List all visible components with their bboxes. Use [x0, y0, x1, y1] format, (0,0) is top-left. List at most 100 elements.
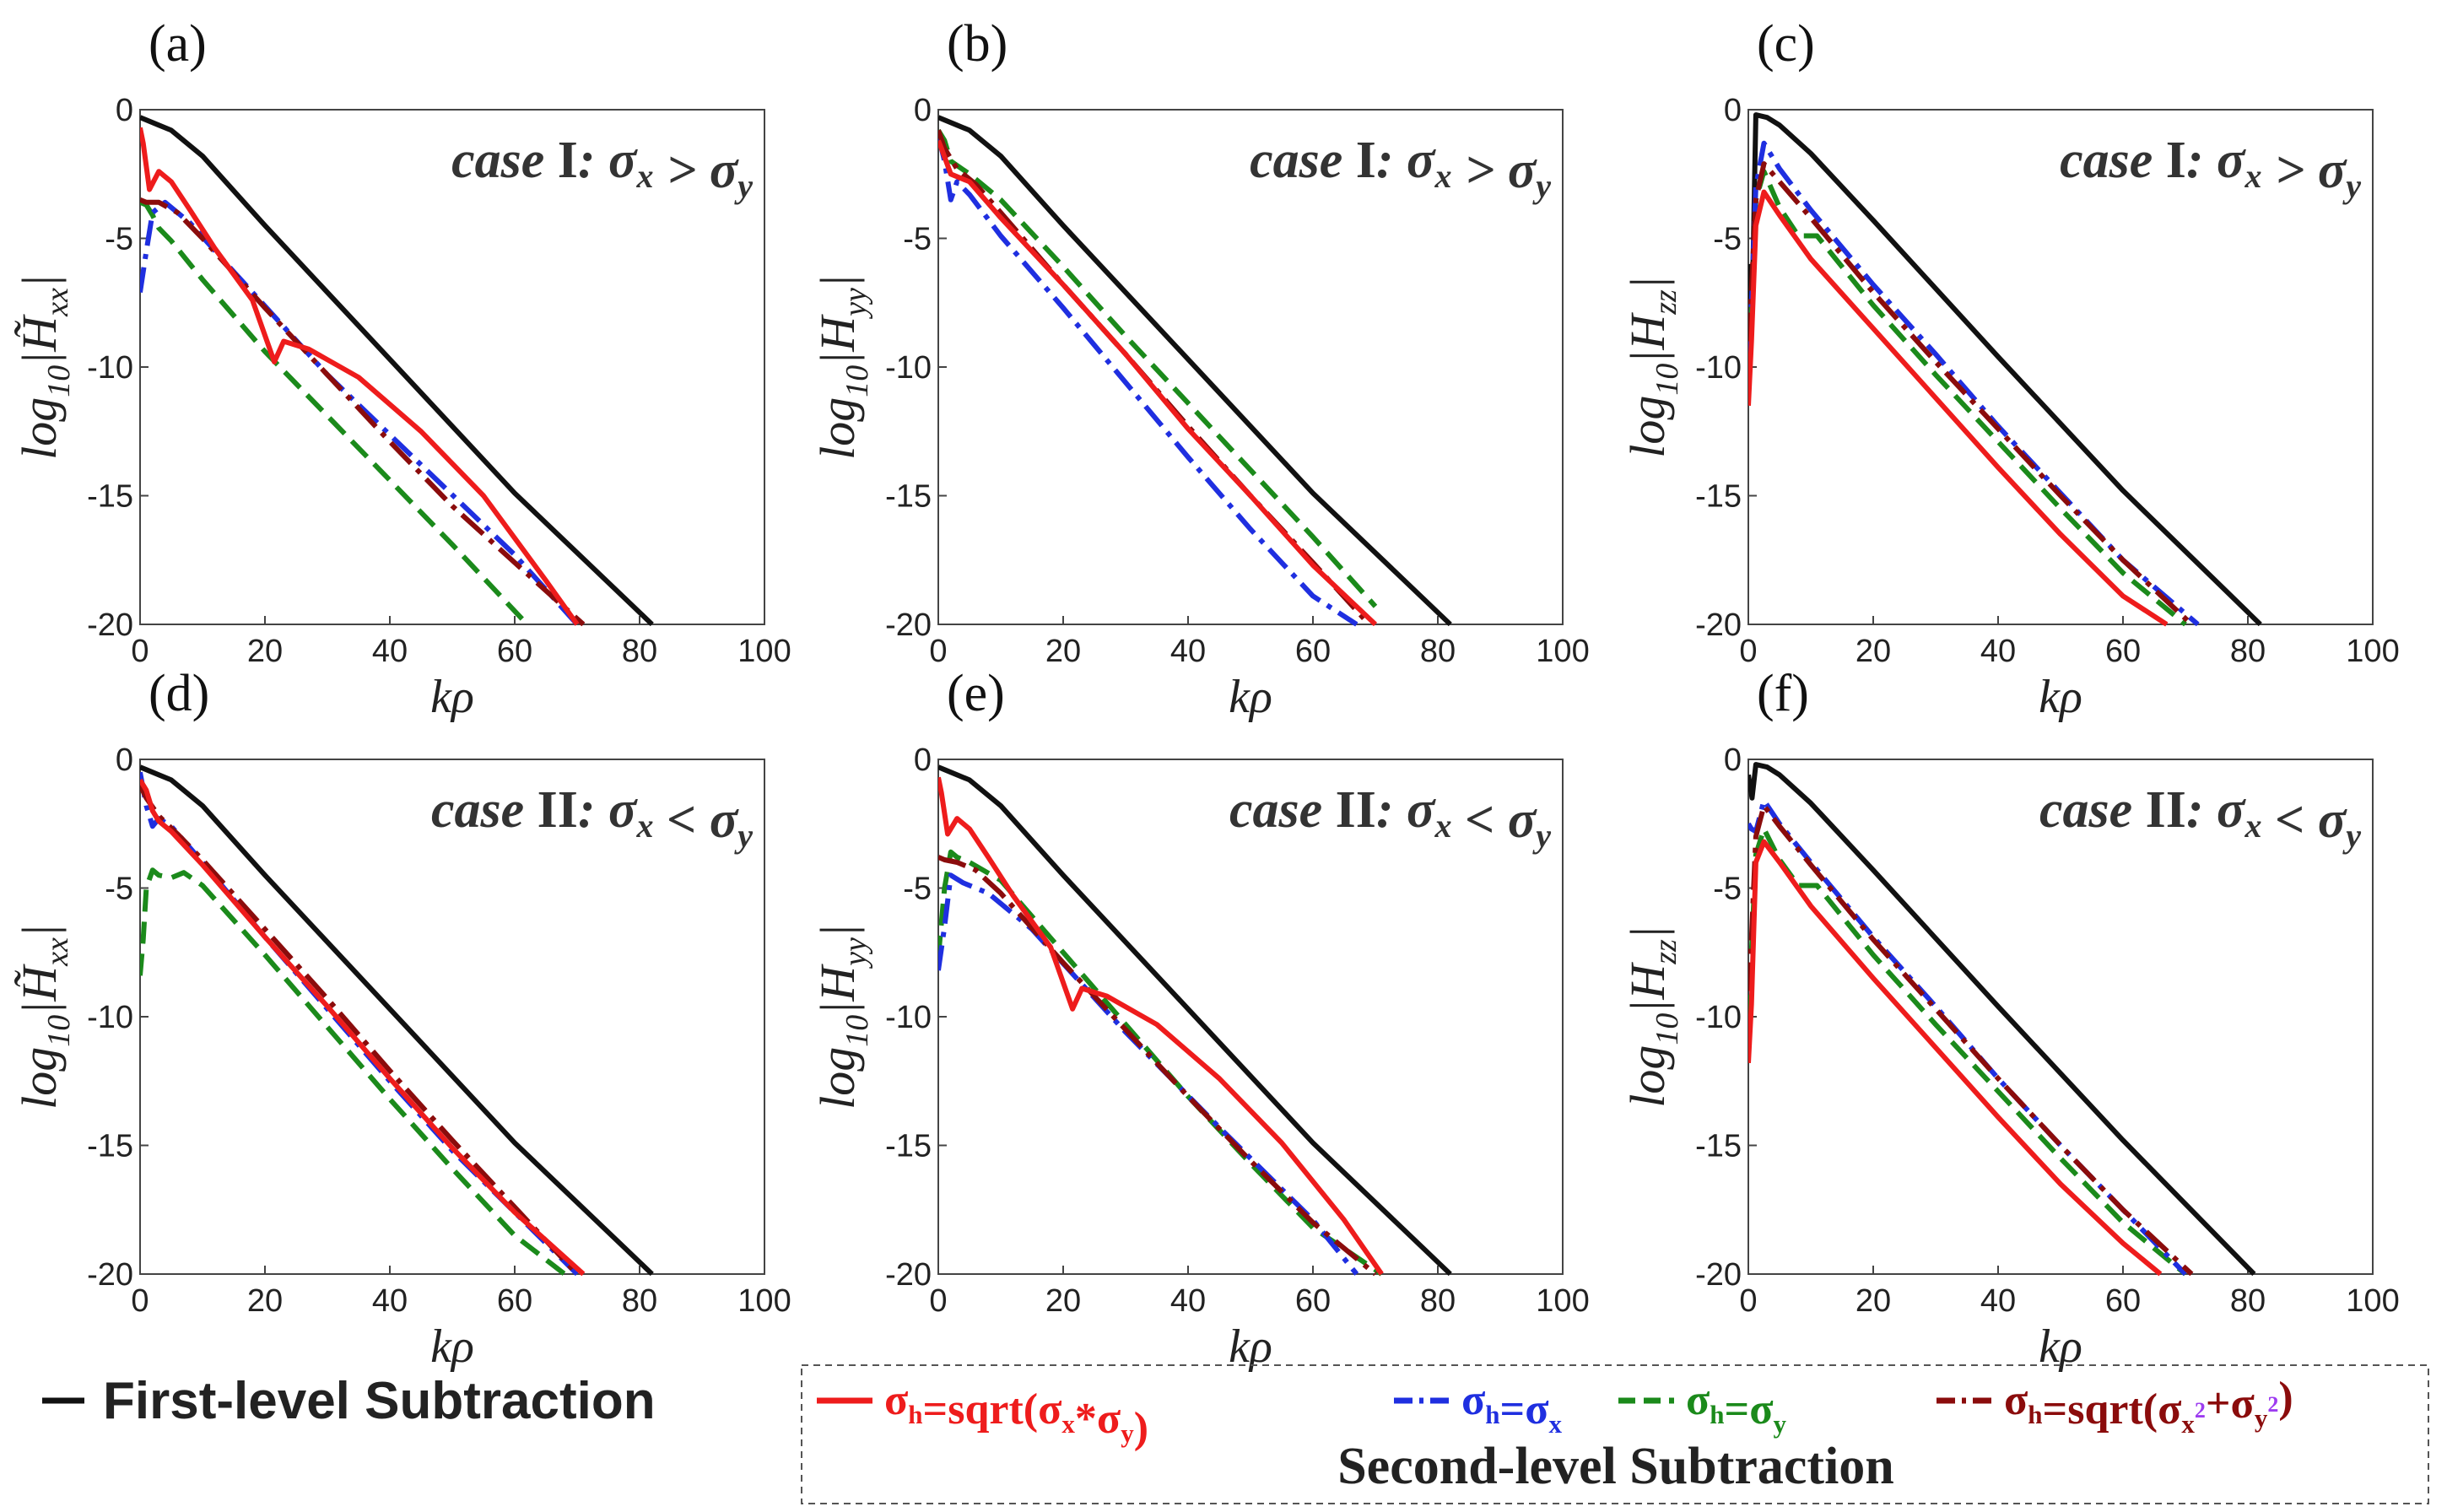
case-annotation: case II: σx < σy	[2039, 781, 2361, 855]
chart-panel-b: (b) 0 20 40 60 80 100 0 -5 -10 -15 -20 kρ log10|Hyy| c…	[810, 15, 1590, 723]
series-line-red	[140, 778, 586, 1277]
y-tick-label: 0	[914, 93, 932, 128]
series-line-first	[140, 115, 654, 627]
series-line-first	[1748, 112, 2262, 627]
x-axis-label: kρ	[430, 1320, 474, 1373]
y-tick-label: -20	[885, 1257, 932, 1293]
y-axis-label: log10|Hyy|	[810, 274, 875, 460]
x-tick-label: 80	[2230, 1283, 2266, 1319]
series-line-first	[938, 115, 1452, 627]
x-tick-label: 100	[1536, 1283, 1589, 1319]
series-line-darkred	[938, 855, 1377, 1277]
x-tick-label: 100	[1536, 634, 1589, 669]
legend-box	[801, 1364, 2429, 1504]
x-tick-label: 100	[737, 1283, 791, 1319]
x-tick-label: 60	[2105, 1283, 2141, 1319]
chart-panel-f: (f) 0 20 40 60 80 100 0 -5 -10 -15 -20 kρ log10|Hzz| c…	[1620, 665, 2400, 1373]
y-axis-label: log10|H̃xx|	[12, 274, 77, 460]
legend-label-red: σh=sqrt(σx*σy)	[884, 1376, 1148, 1452]
x-tick-label: 60	[1295, 1283, 1331, 1319]
y-tick-label: -5	[105, 872, 133, 907]
y-tick-label: -10	[885, 1000, 932, 1035]
series-line-green	[938, 128, 1378, 608]
y-tick-label: -10	[1695, 1000, 1742, 1035]
y-tick-label: 0	[1724, 742, 1742, 778]
x-tick-label: 0	[1739, 1283, 1757, 1319]
series-line-red	[938, 776, 1384, 1276]
y-tick-label: -15	[87, 479, 133, 515]
panel-label: (e)	[947, 665, 1005, 722]
panel-label: (a)	[149, 15, 207, 73]
x-tick-label: 0	[1739, 634, 1757, 669]
legend-second-title: Second-level Subtraction	[1337, 1438, 1894, 1495]
x-tick-label: 40	[1170, 1283, 1206, 1319]
x-tick-label: 80	[2230, 634, 2266, 669]
y-tick-label: -15	[885, 1129, 932, 1164]
x-tick-label: 80	[1420, 634, 1456, 669]
x-tick-label: 40	[1980, 1283, 2016, 1319]
x-tick-label: 40	[1170, 634, 1206, 669]
series-line-darkred	[1748, 161, 2194, 627]
y-axis-label: log10|Hzz|	[1620, 276, 1685, 458]
x-tick-label: 40	[1980, 634, 2016, 669]
x-tick-label: 20	[1045, 1283, 1081, 1319]
x-tick-label: 20	[1045, 634, 1081, 669]
series-line-blue	[1748, 140, 2200, 627]
x-axis-label: kρ	[430, 671, 474, 723]
x-tick-label: 0	[131, 1283, 149, 1319]
y-tick-label: -5	[105, 222, 133, 257]
series-line-darkred	[140, 197, 586, 627]
case-annotation: case II: σx < σy	[1229, 781, 1551, 855]
y-tick-label: -20	[87, 608, 133, 643]
x-tick-label: 20	[247, 1283, 283, 1319]
y-tick-label: 0	[1724, 93, 1742, 128]
x-tick-label: 100	[2346, 634, 2399, 669]
series-line-first	[938, 764, 1452, 1277]
legend-label-darkred: σh=sqrt(σx2+σy2)	[2004, 1374, 2293, 1439]
y-tick-label: 0	[116, 742, 133, 778]
chart-panel-a: (a) 0 20 40 60 80 100 0 -5 -10 -15 -20 kρ log10|H̃xx|…	[12, 15, 791, 723]
y-tick-label: 0	[914, 742, 932, 778]
x-tick-label: 20	[247, 634, 283, 669]
x-tick-label: 80	[1420, 1283, 1456, 1319]
y-axis-label: log10|Hyy|	[810, 924, 875, 1110]
series-line-blue	[938, 872, 1359, 1276]
series-line-green	[140, 200, 529, 627]
series-line-red	[938, 139, 1378, 627]
series-line-red	[1748, 189, 2169, 627]
panel-label: (c)	[1757, 15, 1815, 73]
chart-panel-c: (c) 0 20 40 60 80 100 0 -5 -10 -15 -20 kρ log10|Hzz| c…	[1620, 15, 2400, 723]
y-tick-label: 0	[116, 93, 133, 128]
x-axis-label: kρ	[1229, 1320, 1272, 1373]
series-line-green	[140, 867, 567, 1277]
x-tick-label: 60	[497, 1283, 532, 1319]
chart-panel-e: (e) 0 20 40 60 80 100 0 -5 -10 -15 -20 kρ log10|Hyy| c…	[810, 665, 1590, 1373]
panel-label: (b)	[947, 15, 1007, 73]
y-tick-label: -5	[1713, 222, 1742, 257]
x-tick-label: 40	[372, 1283, 408, 1319]
y-tick-label: -10	[87, 350, 133, 386]
x-tick-label: 0	[929, 634, 947, 669]
x-tick-label: 0	[131, 634, 149, 669]
x-tick-label: 60	[497, 634, 532, 669]
series-line-red	[1748, 839, 2163, 1277]
x-tick-label: 40	[372, 634, 408, 669]
legend-first-label: First-level Subtraction	[103, 1372, 656, 1430]
y-tick-label: -20	[1695, 1257, 1742, 1293]
y-tick-label: -10	[1695, 350, 1742, 386]
y-axis-label: log10|Hzz|	[1620, 926, 1685, 1108]
case-annotation: case I: σx > σy	[1250, 132, 1551, 205]
y-tick-label: -15	[1695, 1129, 1742, 1164]
series-line-first	[1748, 762, 2256, 1277]
x-axis-label: kρ	[2039, 671, 2082, 723]
case-annotation: case II: σx < σy	[431, 781, 753, 855]
panel-label: (f)	[1757, 665, 1809, 722]
legend-label-green: σh=σy	[1686, 1376, 1786, 1439]
x-tick-label: 100	[737, 634, 791, 669]
x-tick-label: 100	[2346, 1283, 2399, 1319]
legend: First-level Subtraction σh=sqrt(σx*σy) σh=…	[42, 1364, 2429, 1504]
x-tick-label: 0	[929, 1283, 947, 1319]
y-tick-label: -20	[1695, 608, 1742, 643]
case-annotation: case I: σx > σy	[2060, 132, 2361, 205]
panel-label: (d)	[149, 665, 209, 722]
